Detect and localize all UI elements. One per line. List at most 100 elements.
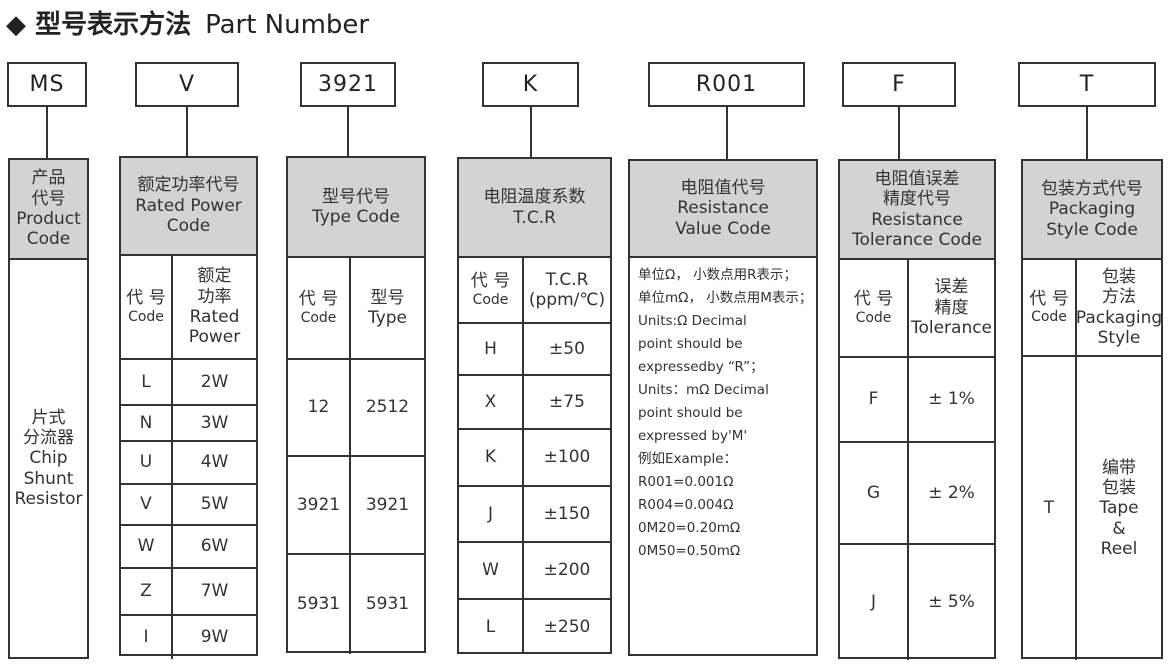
subheader-line: Rated (189, 307, 240, 327)
header-line: 代号 (31, 188, 66, 209)
subheader-line: 误差 (934, 277, 969, 298)
note-line: expressed by'M' (638, 428, 748, 444)
row-value: 5931 (365, 594, 410, 615)
header-line: Tolerance Code (852, 229, 982, 250)
table-header: 电阻温度系数 T.C.R (459, 159, 610, 258)
subheader-line: Code (855, 309, 892, 326)
body-line: Chip (29, 448, 68, 469)
subheader-line: Code (472, 291, 509, 308)
code-table: 电阻值代号 Resistance Value Code 单位Ω， 小数点用R表示； 单位… (628, 159, 818, 656)
note-line: Units：mΩ Decimal (638, 382, 769, 398)
code-box-3921: 3921 (300, 62, 396, 107)
row-value-line: 包装 (1102, 477, 1136, 498)
row-code: 3921 (288, 457, 351, 555)
table-header: 包装方式代号 Packaging Style Code (1023, 161, 1161, 260)
row-value: 4W (173, 442, 256, 485)
subheader-value: T.C.R (ppm/℃) (524, 258, 610, 324)
row-value-line: Tape (1099, 498, 1139, 519)
row-code: N (121, 406, 173, 442)
subheader-line: T.C.R (545, 269, 589, 290)
header-line: 电阻值误差 (874, 168, 960, 189)
row-value: ±150 (524, 487, 610, 543)
row-code: 12 (288, 360, 351, 457)
header-line: 额定功率代号 (137, 175, 240, 196)
subheader-line: 方法 (1102, 287, 1136, 308)
row-code: K (459, 430, 524, 487)
row-code: G (840, 443, 909, 545)
subheader-value: 包装 方法 Packaging Style (1075, 260, 1163, 357)
code-box-v: V (135, 62, 239, 107)
connector-line (1086, 107, 1088, 159)
code-box-ms: MS (7, 62, 87, 107)
subheader-line: 包装 (1102, 266, 1136, 287)
header-line: Code (26, 229, 71, 250)
header-line: 产品 (31, 168, 66, 189)
header-line: Value Code (675, 218, 771, 239)
row-value: ± 1% (909, 358, 994, 443)
subheader-line: 代 号 (126, 288, 166, 309)
title-en: Part Number (205, 10, 370, 40)
row-value: 3921 (351, 457, 424, 555)
row-code: J (840, 545, 909, 660)
connector-line (898, 107, 900, 159)
subheader-line: 精度 (934, 297, 969, 318)
row-code: X (459, 376, 524, 430)
row-value: ±100 (524, 430, 610, 487)
connector-line (347, 107, 349, 156)
subheader-line: Code (300, 309, 337, 326)
subheader-code: 代 号 Code (840, 260, 909, 358)
note-line: point should be (638, 336, 743, 352)
code-table: 电阻温度系数 T.C.R 代 号 Code T.C.R (ppm/℃) H ±50 X ±75 K ±… (457, 157, 612, 654)
subheader-line: Packaging (1075, 307, 1163, 328)
subheader-code: 代 号 Code (1023, 260, 1077, 357)
row-value: 9W (200, 627, 229, 648)
code-table: 包装方式代号 Packaging Style Code 代 号 Code 包装 方法 Pack… (1021, 159, 1163, 660)
row-code: W (459, 543, 524, 600)
row-code: U (121, 442, 173, 485)
diamond-icon: ◆ (6, 10, 26, 40)
row-value: ±250 (543, 616, 591, 637)
row-code: L (121, 360, 173, 406)
row-code: H (459, 324, 524, 376)
code-table: 电阻值误差 精度代号 Resistance Tolerance Code 代 号 Code… (838, 159, 996, 660)
subheader-value: 误差 精度 Tolerance (909, 260, 994, 358)
body-line: Resistor (14, 489, 83, 510)
body-line: 分流器 (23, 427, 74, 448)
subheader-line: 代 号 (1029, 288, 1069, 309)
subheader-line: 型号 (370, 287, 405, 308)
row-value: 5W (173, 485, 256, 526)
header-line: Type Code (312, 207, 400, 227)
row-value: ±75 (524, 376, 610, 430)
row-value: ±200 (524, 543, 610, 600)
subheader-line: Tolerance (910, 318, 993, 339)
row-code: F (840, 358, 909, 443)
row-code: T (1023, 357, 1077, 660)
header-line: Product (16, 209, 81, 229)
note-line: expressedby “R”； (638, 359, 764, 375)
row-value: 2W (173, 360, 256, 406)
row-value-line: 编带 (1102, 457, 1136, 478)
subheader-line: (ppm/℃) (528, 290, 606, 310)
note-line: 0M50=0.50mΩ (638, 543, 741, 559)
code-table: 产品 代号 Product Code 片式 分流器 Chip Shunt Resistor (8, 158, 89, 659)
header-line: Style Code (1046, 219, 1138, 240)
note-line: 单位mΩ， 小数点用M表示； (638, 290, 813, 306)
note-line: point should be (638, 405, 743, 421)
table-body: 片式 分流器 Chip Shunt Resistor (10, 260, 87, 657)
row-value: 编带 包装 Tape & Reel (1077, 357, 1161, 660)
page-title: ◆ 型号表示方法 Part Number (6, 4, 369, 41)
row-value: ± 5% (928, 592, 975, 613)
header-line: Code (166, 216, 211, 237)
code-table: 型号代号 Type Code 代 号 Code 型号 Type 12 2512 3921 3921… (286, 156, 426, 654)
header-line: Resistance (871, 209, 963, 230)
row-code: L (459, 600, 524, 654)
row-value-line: & (1112, 518, 1126, 539)
subheader-line: Type (367, 308, 408, 328)
row-code: 5931 (288, 555, 351, 654)
table-header: 型号代号 Type Code (288, 158, 424, 258)
table-header: 电阻值代号 Resistance Value Code (630, 161, 816, 258)
subheader-line: Code (128, 308, 164, 325)
note-line: 单位Ω， 小数点用R表示； (638, 267, 797, 283)
row-code: J (459, 487, 524, 543)
